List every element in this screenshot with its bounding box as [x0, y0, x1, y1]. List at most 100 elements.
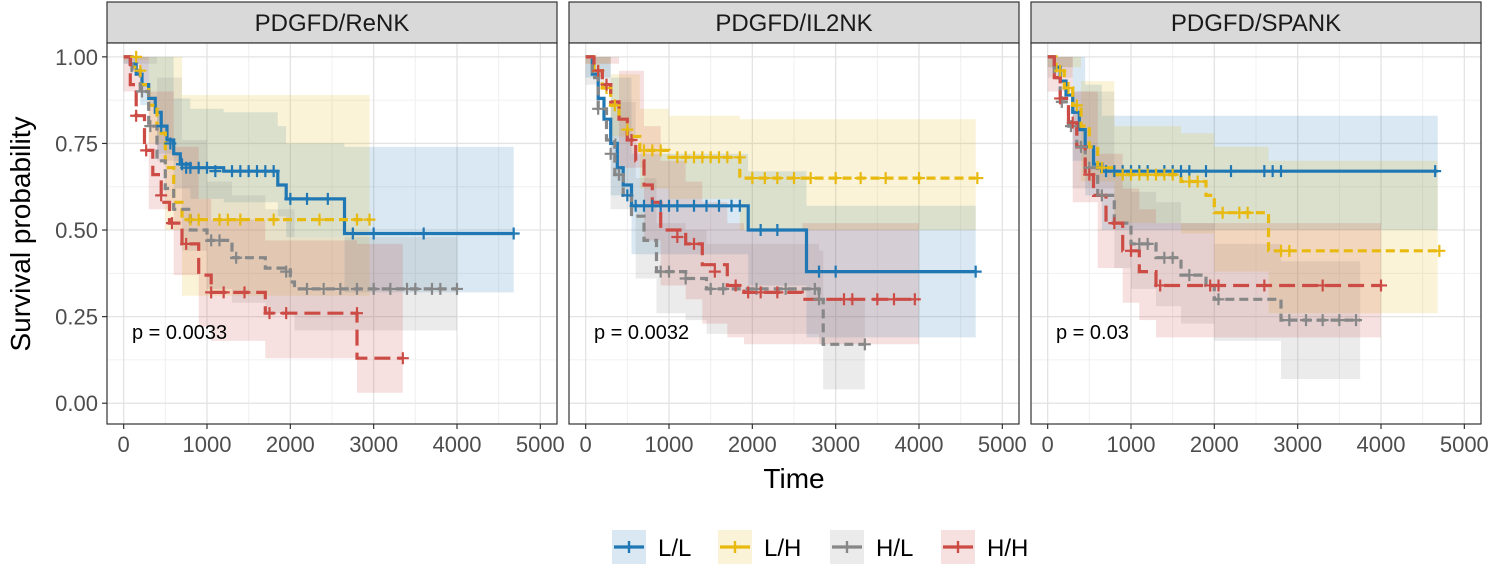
censor-mark: [1429, 165, 1442, 178]
censor-mark: [1095, 189, 1108, 202]
censor-mark: [888, 293, 900, 306]
panel-2: PDGFD/IL2NK p = 0.0032 0 1000 2000 3000 4000 50…: [568, 1, 1027, 457]
censor-mark: [451, 282, 463, 295]
censor-mark: [879, 172, 892, 185]
censor-mark: [351, 213, 363, 226]
censor-mark: [166, 217, 178, 230]
legend-key-censor: [952, 541, 964, 553]
censor-mark: [700, 199, 713, 212]
censor-mark: [267, 165, 280, 178]
legend: L/L L/H H/L H/H: [612, 530, 1028, 564]
censor-mark: [1054, 92, 1067, 105]
y-tick-label: 0.50: [55, 218, 98, 243]
censor-mark: [351, 307, 363, 320]
confidence-band-lh: [585, 56, 976, 231]
confidence-band-hh: [1047, 56, 1381, 338]
censor-mark: [721, 151, 734, 164]
censor-mark: [1241, 206, 1254, 219]
censor-mark: [754, 224, 767, 237]
survival-curve-lh: [123, 55, 370, 222]
censor-mark: [733, 199, 746, 212]
censor-mark: [621, 189, 634, 202]
censor-mark: [209, 165, 222, 178]
censor-mark: [913, 172, 925, 185]
censor-mark: [688, 237, 700, 250]
censor-mark: [1108, 217, 1121, 230]
censor-mark: [1225, 165, 1237, 178]
censor-mark: [180, 237, 193, 250]
x-tick-label: 5000: [516, 432, 565, 457]
censor-mark: [771, 224, 784, 237]
y-tick-label: 0.00: [55, 391, 98, 416]
censor-mark: [1350, 314, 1362, 327]
censor-mark: [221, 213, 234, 226]
legend-label: L/H: [764, 535, 801, 562]
censor-mark: [351, 282, 363, 295]
censor-mark: [788, 172, 800, 185]
legend-key-censor: [623, 541, 635, 553]
censor-mark: [1083, 168, 1096, 181]
censor-mark: [1316, 279, 1329, 292]
censor-mark: [363, 213, 376, 226]
confidence-band-lh: [123, 56, 370, 296]
censor-mark: [600, 78, 613, 91]
censor-mark: [396, 352, 409, 365]
censor-mark: [130, 109, 143, 122]
x-tick-label: 2000: [266, 432, 315, 457]
censor-mark: [829, 265, 842, 278]
x-tick-label: 0: [580, 432, 592, 457]
censor-mark: [1216, 206, 1229, 219]
censor-mark: [1183, 269, 1196, 282]
censor-mark: [713, 199, 725, 212]
confidence-band-hl: [123, 56, 457, 331]
panel-3: PDGFD/SPANK p = 0.03 0 1000 2000 3000 4000 5000: [1030, 1, 1489, 457]
censor-mark: [205, 286, 218, 299]
censor-mark: [1166, 251, 1179, 264]
censor-mark: [971, 172, 984, 185]
x-tick-label: 0: [118, 432, 130, 457]
censor-mark: [608, 99, 621, 112]
censor-mark: [1333, 314, 1346, 327]
censor-mark: [663, 265, 675, 278]
y-tick-label: 0.75: [55, 131, 98, 156]
censor-mark: [1095, 161, 1108, 174]
censor-mark: [217, 286, 230, 299]
confidence-band-hl: [1047, 56, 1361, 380]
censor-mark: [1316, 314, 1329, 327]
censor-mark: [213, 234, 226, 247]
p-value-label: p = 0.03: [1056, 322, 1129, 344]
censor-mark: [1283, 244, 1296, 257]
censor-mark: [754, 286, 767, 299]
survival-curve-hh: [123, 55, 403, 360]
x-tick-label: 5000: [1440, 432, 1489, 457]
censor-mark: [1200, 165, 1212, 178]
plot-data: [585, 55, 984, 390]
legend-label: H/H: [987, 535, 1028, 562]
censor-mark: [708, 265, 721, 278]
censor-mark: [1191, 175, 1204, 188]
censor-mark: [144, 120, 157, 133]
legend-item-hl: H/L: [830, 530, 913, 564]
panel-border: [1030, 42, 1482, 425]
x-tick-label: 2000: [1190, 432, 1239, 457]
censor-mark: [192, 213, 205, 226]
x-tick-label: 1000: [645, 432, 694, 457]
censor-mark: [1062, 82, 1075, 95]
censor-mark: [829, 172, 842, 185]
plot-data: [1047, 55, 1446, 380]
y-axis-title: Survival probability: [5, 117, 36, 352]
censor-mark: [507, 227, 520, 240]
x-tick-label: 1000: [183, 432, 232, 457]
x-tick-label: 4000: [433, 432, 482, 457]
x-tick-label: 3000: [811, 432, 860, 457]
survival-curve-lh: [1047, 55, 1438, 253]
censor-mark: [808, 282, 821, 295]
x-tick-label: 4000: [895, 432, 944, 457]
legend-label: H/L: [876, 535, 913, 562]
censor-mark: [136, 85, 148, 98]
censor-mark: [284, 192, 297, 205]
y-tick-label: 0.25: [55, 305, 98, 330]
censor-mark: [346, 227, 359, 240]
